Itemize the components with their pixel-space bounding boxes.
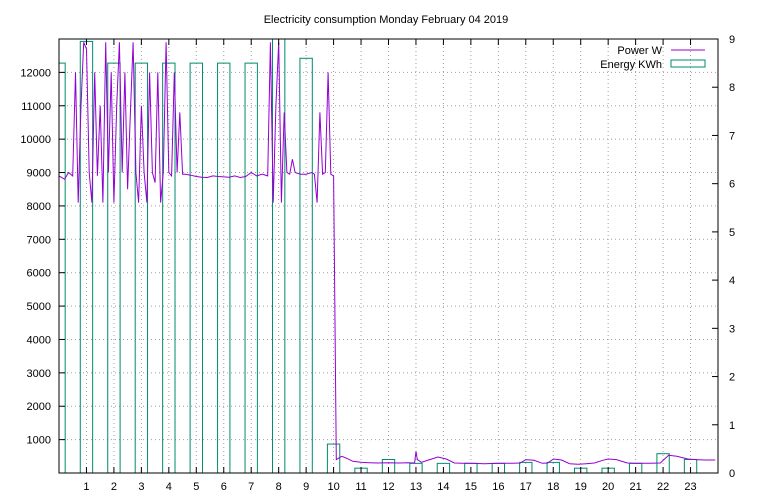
x-tick-label: 20 [602, 481, 614, 493]
energy-bar [58, 62, 66, 474]
y2-tick-label: 7 [729, 130, 735, 142]
x-tick-label: 3 [138, 481, 144, 493]
y2-tick-label: 0 [729, 468, 735, 480]
x-tick-label: 12 [382, 481, 394, 493]
x-tick-label: 16 [492, 481, 504, 493]
x-tick-label: 9 [303, 481, 309, 493]
y2-tick-label: 9 [729, 34, 735, 46]
power-line [58, 42, 716, 465]
x-tick-label: 2 [111, 481, 117, 493]
energy-bar [79, 40, 94, 474]
power-line-layer [58, 42, 716, 465]
y2-tick-label: 5 [729, 227, 735, 239]
y-tick-label: 2000 [27, 401, 51, 413]
legend-label-energy: Energy KWh [600, 59, 662, 71]
y-tick-label: 6000 [27, 268, 51, 280]
y-tick-label: 4000 [27, 334, 51, 346]
y-tick-label: 9000 [27, 168, 51, 180]
y-tick-label: 8000 [27, 201, 51, 213]
chart-title: Electricity consumption Monday February … [264, 14, 509, 26]
x-tick-label: 1 [83, 481, 89, 493]
grid [59, 39, 718, 473]
x-tick-label: 5 [193, 481, 199, 493]
x-tick-label: 23 [684, 481, 696, 493]
x-tick-label: 15 [465, 481, 477, 493]
y2-tick-label: 1 [729, 420, 735, 432]
energy-bar [299, 57, 313, 474]
x-tick-label: 8 [276, 481, 282, 493]
x-tick-label: 17 [520, 481, 532, 493]
y-tick-label: 1000 [27, 435, 51, 447]
y2-tick-label: 8 [729, 82, 735, 94]
x-tick-label: 7 [248, 481, 254, 493]
energy-bars [58, 38, 698, 474]
legend-swatch-energy [670, 59, 706, 68]
x-tick-label: 18 [547, 481, 559, 493]
legend-label-power: Power W [617, 45, 662, 57]
y-tick-label: 3000 [27, 368, 51, 380]
x-tick-label: 10 [327, 481, 339, 493]
x-tick-label: 22 [657, 481, 669, 493]
y2-tick-label: 3 [729, 323, 735, 335]
y-tick-label: 12000 [20, 67, 51, 79]
x-tick-label: 6 [221, 481, 227, 493]
x-tick-label: 11 [355, 481, 366, 493]
y-tick-label: 7000 [27, 234, 51, 246]
y2-tick-label: 4 [729, 275, 735, 287]
y-tick-label: 11000 [21, 101, 51, 113]
x-tick-label: 4 [166, 481, 172, 493]
x-tick-label: 19 [575, 481, 587, 493]
y2-tick-label: 6 [729, 179, 735, 191]
y2-tick-label: 2 [729, 372, 735, 384]
y-tick-label: 10000 [20, 134, 51, 146]
y-tick-label: 5000 [27, 301, 51, 313]
x-tick-label: 14 [437, 481, 449, 493]
x-tick-label: 13 [410, 481, 422, 493]
legend: Power W Energy KWh [600, 45, 706, 71]
axes: 1 2 3 4 5 6 7 8 9 10 11 12 13 14 15 16 17 18 19 20 21 22 23100… [20, 34, 735, 493]
x-tick-label: 21 [630, 481, 642, 493]
